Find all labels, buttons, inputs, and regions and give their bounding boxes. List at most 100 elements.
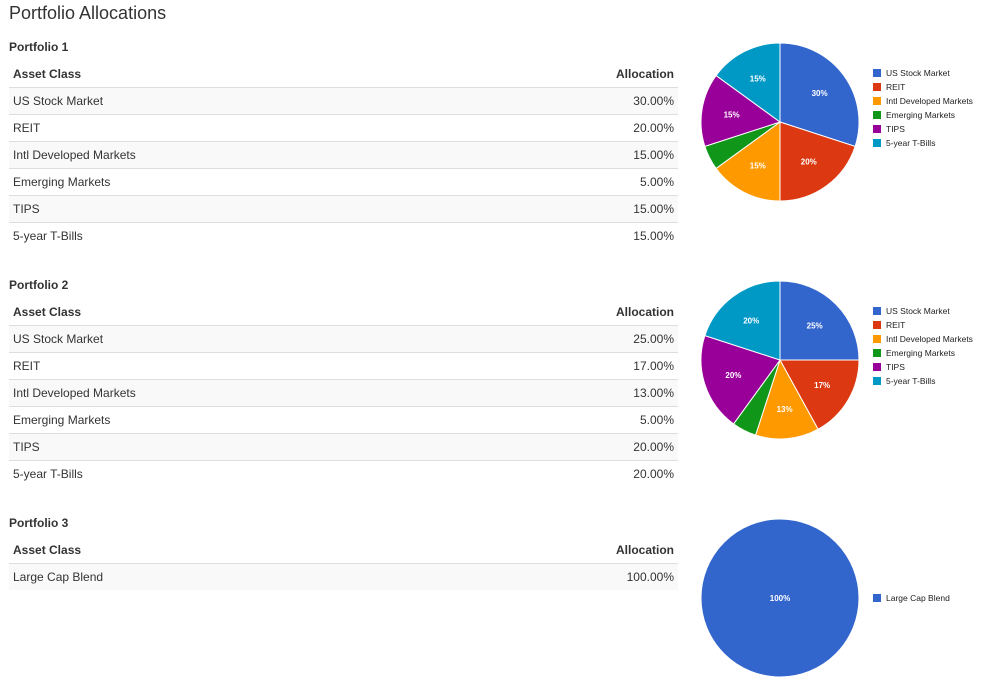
table-row: TIPS 15.00%	[9, 195, 678, 223]
column-header-asset-class: Asset Class	[9, 536, 409, 564]
pie-slice-us-stock-market	[779, 42, 860, 148]
allocation-cell: 25.00%	[453, 325, 678, 353]
asset-cell: REIT	[9, 352, 454, 380]
allocation-pie-chart: 25% 17% 13% 20% 20%	[700, 280, 860, 440]
legend-swatch-intl-developed	[873, 335, 881, 343]
table-row: 5-year T-Bills 20.00%	[9, 460, 678, 487]
legend-label: TIPS	[886, 124, 905, 134]
pie-label-5-year-t-bills: 15%	[750, 74, 766, 83]
legend-swatch-reit	[873, 83, 881, 91]
pie-chart-svg: 100%	[700, 518, 860, 678]
legend-label: US Stock Market	[886, 306, 950, 316]
table-header-row: Asset Class Allocation	[9, 536, 678, 564]
pie-slice-5-year-t-bills	[704, 280, 781, 361]
legend-label: REIT	[886, 320, 906, 330]
column-header-allocation: Allocation	[453, 60, 678, 88]
asset-cell: TIPS	[9, 195, 454, 223]
pie-slice-reit	[779, 121, 856, 202]
allocation-cell: 20.00%	[453, 114, 678, 142]
asset-cell: TIPS	[9, 433, 454, 461]
legend-item: TIPS	[873, 124, 983, 135]
table-row: Emerging Markets 5.00%	[9, 406, 678, 434]
asset-cell: Intl Developed Markets	[9, 379, 454, 407]
allocation-cell: 13.00%	[453, 379, 678, 407]
table-row: REIT 20.00%	[9, 114, 678, 142]
asset-cell: Emerging Markets	[9, 406, 454, 434]
column-header-asset-class: Asset Class	[9, 298, 454, 326]
table-row: Large Cap Blend 100.00%	[9, 563, 678, 590]
pie-label-intl-developed-markets: 13%	[777, 405, 793, 414]
legend-label: Large Cap Blend	[886, 593, 950, 603]
legend-swatch-tips	[873, 125, 881, 133]
legend-swatch-emerging	[873, 349, 881, 357]
column-header-allocation: Allocation	[408, 536, 678, 564]
table-row: TIPS 20.00%	[9, 433, 678, 461]
pie-label-tips: 15%	[724, 110, 740, 119]
asset-cell: REIT	[9, 114, 454, 142]
table-header-row: Asset Class Allocation	[9, 60, 678, 88]
legend-label: TIPS	[886, 362, 905, 372]
legend-label: Intl Developed Markets	[886, 334, 973, 344]
allocation-cell: 5.00%	[453, 168, 678, 196]
table-row: US Stock Market 25.00%	[9, 325, 678, 353]
legend-item: US Stock Market	[873, 68, 983, 79]
pie-slice-intl-developed-markets	[754, 358, 819, 440]
legend-swatch-reit	[873, 321, 881, 329]
legend-item: Emerging Markets	[873, 110, 983, 121]
allocation-pie-chart: 100%	[700, 518, 860, 678]
allocation-cell: 15.00%	[453, 222, 678, 249]
legend-swatch-large-cap-blend	[873, 594, 881, 602]
asset-cell: 5-year T-Bills	[9, 222, 454, 249]
pie-slice-large-cap-blend	[700, 518, 860, 678]
column-header-allocation: Allocation	[453, 298, 678, 326]
legend-label: 5-year T-Bills	[886, 138, 936, 148]
allocation-cell: 30.00%	[453, 87, 678, 115]
pie-label-large-cap-blend: 100%	[770, 594, 790, 603]
chart-legend: US Stock Market REIT Intl Developed Mark…	[873, 306, 983, 390]
pie-label-5-year-t-bills: 20%	[743, 316, 759, 325]
allocation-cell: 15.00%	[453, 141, 678, 169]
asset-cell: Emerging Markets	[9, 168, 454, 196]
legend-item: Large Cap Blend	[873, 593, 983, 604]
portfolio-title: Portfolio 2	[9, 278, 69, 292]
pie-label-reit: 17%	[814, 381, 830, 390]
legend-item: TIPS	[873, 362, 983, 373]
asset-cell: US Stock Market	[9, 325, 454, 353]
legend-swatch-us-stock	[873, 307, 881, 315]
asset-cell: Large Cap Blend	[9, 563, 409, 590]
pie-label-tips: 20%	[725, 371, 741, 380]
legend-item: Intl Developed Markets	[873, 96, 983, 107]
pie-slice-reit	[779, 359, 860, 430]
allocation-table: Asset Class Allocation Large Cap Blend 1…	[9, 536, 678, 590]
allocation-cell: 100.00%	[408, 563, 678, 590]
pie-chart-svg: 25% 17% 13% 20% 20%	[700, 280, 860, 440]
table-row: Intl Developed Markets 13.00%	[9, 379, 678, 407]
pie-chart-svg: 30% 20% 15% 15% 15%	[700, 42, 860, 202]
pie-label-us-stock-market: 25%	[807, 321, 823, 330]
page-title: Portfolio Allocations	[9, 3, 167, 23]
pie-slice-tips	[700, 334, 781, 425]
chart-legend: Large Cap Blend	[873, 593, 983, 607]
portfolio-title: Portfolio 1	[9, 40, 69, 54]
legend-item: REIT	[873, 82, 983, 93]
legend-label: Intl Developed Markets	[886, 96, 973, 106]
table-row: US Stock Market 30.00%	[9, 87, 678, 115]
legend-item: US Stock Market	[873, 306, 983, 317]
legend-label: 5-year T-Bills	[886, 376, 936, 386]
allocation-cell: 20.00%	[453, 433, 678, 461]
pie-slice-us-stock-market	[779, 280, 860, 361]
chart-legend: US Stock Market REIT Intl Developed Mark…	[873, 68, 983, 152]
legend-label: REIT	[886, 82, 906, 92]
allocation-cell: 17.00%	[453, 352, 678, 380]
allocation-pie-chart: 30% 20% 15% 15% 15%	[700, 42, 860, 202]
legend-swatch-tbills	[873, 139, 881, 147]
asset-cell: US Stock Market	[9, 87, 454, 115]
legend-swatch-tips	[873, 363, 881, 371]
legend-item: Intl Developed Markets	[873, 334, 983, 345]
legend-label: Emerging Markets	[886, 110, 955, 120]
legend-swatch-emerging	[873, 111, 881, 119]
table-header-row: Asset Class Allocation	[9, 298, 678, 326]
legend-item: Emerging Markets	[873, 348, 983, 359]
pie-slice-intl-developed-markets	[715, 121, 781, 202]
allocation-table: Asset Class Allocation US Stock Market 3…	[9, 60, 678, 249]
